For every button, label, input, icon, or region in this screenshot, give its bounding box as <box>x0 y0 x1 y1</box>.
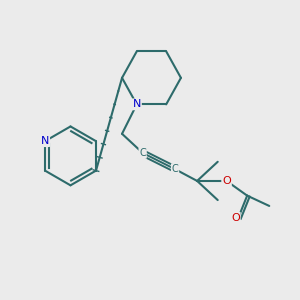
Text: O: O <box>222 176 231 186</box>
Text: C: C <box>172 164 178 174</box>
Text: O: O <box>231 213 240 223</box>
Text: N: N <box>133 99 141 110</box>
Text: N: N <box>41 136 49 146</box>
Text: C: C <box>139 148 146 158</box>
